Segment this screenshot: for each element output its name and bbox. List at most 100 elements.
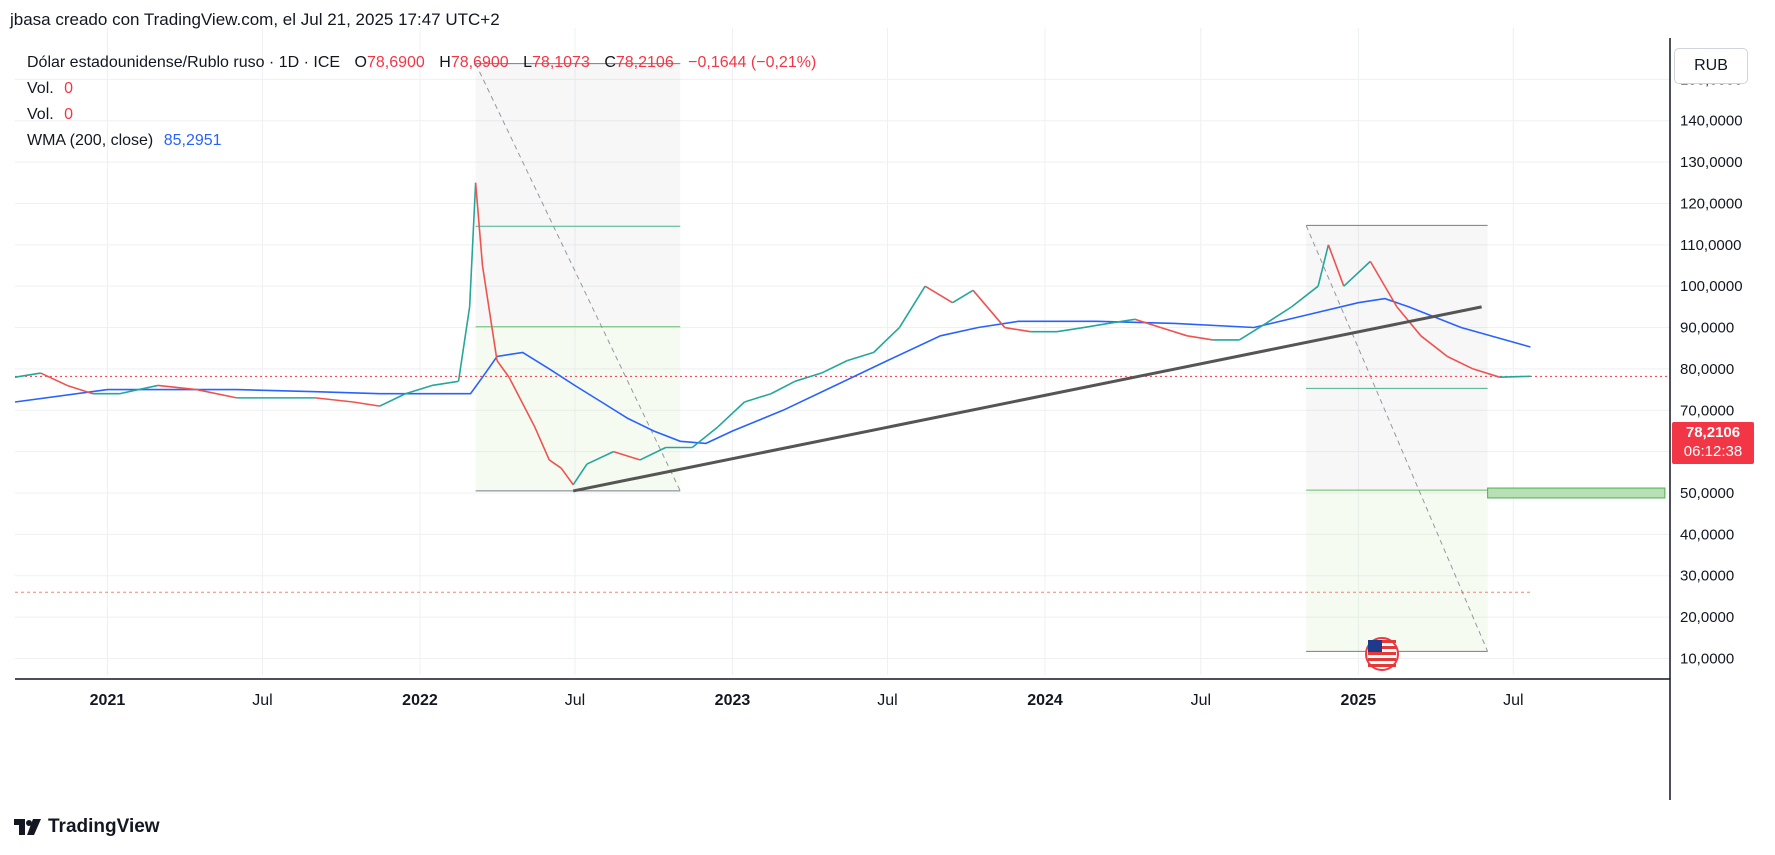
volume-legend-2[interactable]: Vol. 0 xyxy=(27,106,73,124)
price-segment xyxy=(1369,260,1398,308)
us-flag-icon xyxy=(1365,637,1399,671)
axes xyxy=(15,38,1671,800)
tradingview-logo[interactable]: TradingView xyxy=(14,816,160,838)
price-layer xyxy=(14,182,1531,486)
price-tick-label: 30,0000 xyxy=(1680,568,1734,585)
wma-legend[interactable]: WMA (200, close) 85,2951 xyxy=(27,132,222,150)
price-segment xyxy=(119,384,159,395)
price-scale-ticks: 10,000020,000030,000040,000050,000060,00… xyxy=(1680,71,1743,667)
brand-name: TradingView xyxy=(48,816,160,837)
fib-zone-lower xyxy=(1306,490,1488,652)
time-tick-label: 2025 xyxy=(1341,692,1377,709)
price-segment xyxy=(1238,322,1267,341)
change-value: −0,1644 (−0,21%) xyxy=(688,54,817,71)
price-segment xyxy=(1108,318,1136,325)
price-segment xyxy=(744,392,772,403)
price-segment xyxy=(560,467,574,486)
last-price-label: 78,2106 06:12:38 xyxy=(1672,422,1754,464)
time-tick-label: Jul xyxy=(1191,692,1211,709)
price-tick-label: 140,0000 xyxy=(1680,113,1743,130)
price-segment xyxy=(1186,335,1213,341)
price-segment xyxy=(898,285,926,328)
price-segment xyxy=(1291,285,1319,308)
price-segment xyxy=(1083,322,1109,329)
bar-countdown: 06:12:38 xyxy=(1683,443,1743,460)
price-segment xyxy=(873,326,900,353)
price-tick-label: 120,0000 xyxy=(1680,195,1743,212)
price-segment xyxy=(1265,306,1293,325)
price-segment xyxy=(405,384,433,395)
price-tick-label: 40,0000 xyxy=(1680,526,1734,543)
time-tick-label: Jul xyxy=(877,692,897,709)
price-segment xyxy=(1447,355,1474,370)
fib-zone-upper xyxy=(1306,225,1488,491)
low-value: 78,1073 xyxy=(532,54,590,71)
price-segment xyxy=(1317,244,1330,287)
volume-value: 0 xyxy=(64,106,74,123)
price-tick-label: 10,0000 xyxy=(1680,650,1734,667)
flag-stripe xyxy=(1368,664,1396,667)
symbol-name: Dólar estadounidense/Rublo ruso · 1D · I… xyxy=(27,54,341,71)
symbol-legend[interactable]: Dólar estadounidense/Rublo ruso · 1D · I… xyxy=(27,54,816,72)
price-segment xyxy=(353,401,380,407)
price-segment xyxy=(481,265,498,361)
open-value: 78,6900 xyxy=(366,54,425,71)
fibonacci-tools xyxy=(15,63,1670,652)
price-segment xyxy=(1420,335,1448,358)
price-segment xyxy=(196,388,237,399)
price-segment xyxy=(1004,326,1031,333)
price-segment xyxy=(457,306,471,382)
close-value: 78,2106 xyxy=(615,54,674,71)
high-label: H xyxy=(439,54,451,71)
open-label: O xyxy=(354,54,367,71)
price-segment xyxy=(1499,375,1531,378)
flag-canton xyxy=(1368,640,1382,652)
price-segment xyxy=(1056,326,1084,333)
trendline-layer xyxy=(572,305,1482,493)
price-segment xyxy=(770,380,796,395)
time-tick-label: 2024 xyxy=(1027,692,1063,709)
price-segment xyxy=(496,360,510,378)
price-segment xyxy=(157,384,197,391)
price-segment xyxy=(691,426,719,449)
chart-caption: jbasa creado con TradingView.com, el Jul… xyxy=(10,10,500,29)
price-tick-label: 130,0000 xyxy=(1680,154,1743,171)
price-segment xyxy=(14,372,41,378)
flag-stripe xyxy=(1368,652,1396,655)
price-tick-label: 50,0000 xyxy=(1680,485,1734,502)
price-segment xyxy=(586,450,614,465)
trendline xyxy=(572,305,1482,493)
price-tick-label: 20,0000 xyxy=(1680,609,1734,626)
price-segment xyxy=(508,376,536,428)
volume-legend-1[interactable]: Vol. 0 xyxy=(27,80,73,98)
time-tick-label: 2021 xyxy=(90,692,126,709)
price-segment xyxy=(952,289,974,304)
tradingview-logo-icon xyxy=(14,819,41,835)
price-segment xyxy=(846,351,874,362)
grid xyxy=(15,28,1670,675)
volume-value: 0 xyxy=(64,80,74,97)
price-segment xyxy=(639,446,667,461)
price-tick-label: 90,0000 xyxy=(1680,320,1734,337)
price-segment xyxy=(972,289,1006,329)
currency-button[interactable]: RUB xyxy=(1674,48,1748,84)
price-tick-label: 110,0000 xyxy=(1680,237,1741,254)
wma-label: WMA (200, close) xyxy=(27,132,154,149)
price-segment xyxy=(548,459,562,469)
high-value: 78,6900 xyxy=(450,54,509,71)
target-zone xyxy=(1487,487,1666,499)
price-segment xyxy=(717,401,746,428)
wma-value: 85,2951 xyxy=(163,132,222,149)
time-tick-label: 2023 xyxy=(715,692,751,709)
price-tick-label: 70,0000 xyxy=(1680,402,1734,419)
price-segment xyxy=(315,397,354,403)
price-segment xyxy=(1472,368,1500,378)
price-segment xyxy=(40,372,68,387)
volume-label: Vol. xyxy=(27,106,54,123)
fib-zone-upper xyxy=(475,63,681,327)
price-segment xyxy=(66,384,94,395)
wma-layer xyxy=(14,297,1531,445)
price-tick-label: 100,0000 xyxy=(1680,278,1743,295)
close-label: C xyxy=(604,54,616,71)
